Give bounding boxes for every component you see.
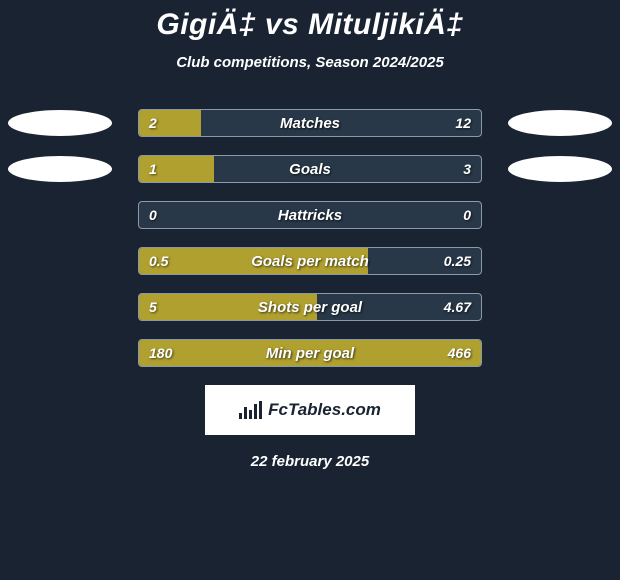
stat-value-left: 5 xyxy=(149,299,157,315)
stat-row: 180 Min per goal 466 xyxy=(0,339,620,367)
stat-bar: 0 Hattricks 0 xyxy=(138,201,482,229)
stat-value-right: 12 xyxy=(455,115,471,131)
stat-bar: 0.5 Goals per match 0.25 xyxy=(138,247,482,275)
stat-bar: 180 Min per goal 466 xyxy=(138,339,482,367)
player-left-placeholder xyxy=(8,156,112,182)
stat-label: Min per goal xyxy=(266,345,354,362)
brand-text: FcTables.com xyxy=(268,400,381,420)
chart-icon xyxy=(239,401,262,419)
comparison-container: GigiÄ‡ vs MituljikiÄ‡ Club competitions,… xyxy=(0,0,620,470)
player-right-placeholder xyxy=(508,110,612,136)
stat-value-right: 4.67 xyxy=(444,299,471,315)
player-right-placeholder xyxy=(508,156,612,182)
stat-value-left: 2 xyxy=(149,115,157,131)
stat-row: 5 Shots per goal 4.67 xyxy=(0,293,620,321)
footer-date: 22 february 2025 xyxy=(0,453,620,470)
player-left-placeholder xyxy=(8,110,112,136)
stat-row: 2 Matches 12 xyxy=(0,109,620,137)
stat-label: Goals xyxy=(289,161,331,178)
stat-label: Hattricks xyxy=(278,207,342,224)
stat-row: 1 Goals 3 xyxy=(0,155,620,183)
stats-list: 2 Matches 12 1 Goals 3 0 Hattricks 0 0.5 Goals per… xyxy=(0,109,620,367)
stat-row: 0.5 Goals per match 0.25 xyxy=(0,247,620,275)
stat-label: Matches xyxy=(280,115,340,132)
stat-bar: 2 Matches 12 xyxy=(138,109,482,137)
stat-value-left: 180 xyxy=(149,345,172,361)
stat-bar: 1 Goals 3 xyxy=(138,155,482,183)
stat-value-left: 1 xyxy=(149,161,157,177)
stat-value-left: 0.5 xyxy=(149,253,168,269)
stat-row: 0 Hattricks 0 xyxy=(0,201,620,229)
stat-label: Shots per goal xyxy=(258,299,362,316)
stat-value-right: 0 xyxy=(463,207,471,223)
page-subtitle: Club competitions, Season 2024/2025 xyxy=(0,54,620,71)
brand-badge[interactable]: FcTables.com xyxy=(205,385,415,435)
stat-value-right: 466 xyxy=(448,345,471,361)
stat-value-left: 0 xyxy=(149,207,157,223)
stat-bar: 5 Shots per goal 4.67 xyxy=(138,293,482,321)
page-title: GigiÄ‡ vs MituljikiÄ‡ xyxy=(0,8,620,42)
stat-label: Goals per match xyxy=(251,253,369,270)
stat-value-right: 0.25 xyxy=(444,253,471,269)
stat-value-right: 3 xyxy=(463,161,471,177)
